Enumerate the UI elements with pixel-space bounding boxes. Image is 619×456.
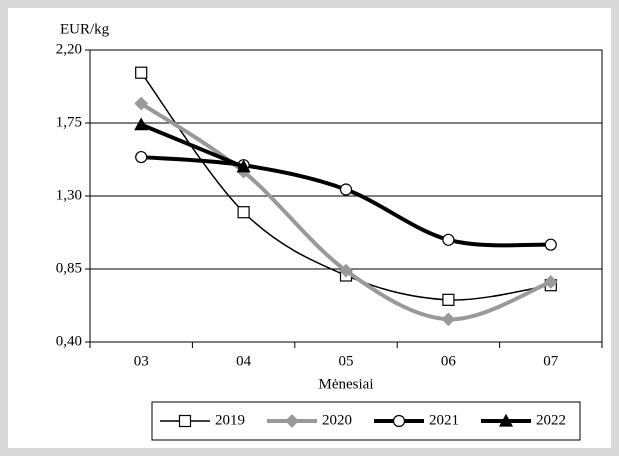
- x-tick-label: 05: [339, 353, 354, 369]
- marker: [134, 96, 149, 111]
- marker: [392, 414, 406, 428]
- series-line: [140, 72, 551, 301]
- x-axis-label: Mėnesiai: [319, 376, 374, 392]
- legend-label: 2021: [429, 412, 459, 428]
- marker: [134, 117, 149, 131]
- marker: [285, 414, 299, 428]
- marker: [442, 233, 455, 246]
- marker: [544, 238, 557, 251]
- marker: [237, 206, 250, 219]
- marker: [543, 275, 558, 289]
- y-tick-label: 0,40: [56, 333, 82, 349]
- legend-label: 2020: [322, 412, 352, 428]
- chart-area: [8, 8, 611, 448]
- y-tick-label: 1,30: [56, 187, 82, 203]
- legend-label: 2022: [536, 412, 566, 428]
- y-axis-label: EUR/kg: [60, 21, 110, 37]
- marker: [339, 263, 353, 278]
- y-tick-label: 2,20: [56, 41, 82, 57]
- marker: [441, 312, 456, 327]
- x-tick-label: 07: [543, 353, 559, 369]
- marker: [498, 413, 514, 427]
- y-tick-label: 1,75: [56, 114, 82, 130]
- x-tick-label: 06: [441, 353, 457, 369]
- marker: [339, 183, 353, 196]
- y-tick-label: 0,85: [56, 260, 82, 276]
- legend-label: 2019: [215, 412, 245, 428]
- x-tick-label: 04: [236, 353, 252, 369]
- marker: [135, 66, 148, 79]
- x-tick-label: 03: [134, 353, 149, 369]
- series-line: [140, 122, 245, 169]
- marker: [442, 293, 455, 306]
- marker: [236, 159, 251, 173]
- marker: [135, 150, 148, 164]
- marker: [178, 414, 192, 428]
